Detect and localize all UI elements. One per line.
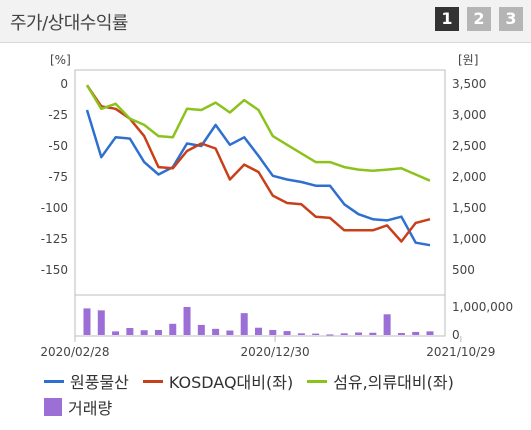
- plot-frame: [74, 69, 446, 337]
- legend-swatch-wonpoong: [44, 379, 64, 383]
- x-tick-label: 2020/12/30: [240, 345, 309, 359]
- left-tick-label: -25: [48, 108, 68, 122]
- legend-item-kosdaq: KOSDAQ대비(좌): [142, 369, 294, 393]
- left-tick-label: -150: [41, 263, 68, 277]
- tab-2[interactable]: 2: [467, 7, 491, 31]
- right-tick-label: 3,500: [452, 77, 486, 91]
- volume-bar: [226, 330, 234, 335]
- volume-bar: [355, 332, 363, 335]
- legend-swatch-textile: [307, 379, 328, 383]
- volume-bar: [112, 331, 120, 335]
- volume-tick-label: 0: [452, 328, 460, 342]
- volume-bar: [383, 314, 391, 335]
- legend-label-textile: 섬유,의류대비(좌): [333, 373, 454, 392]
- volume-bar: [169, 323, 177, 335]
- volume-bar: [197, 324, 205, 335]
- legend-swatch-volume: [44, 398, 62, 416]
- kosdaq-relative-line: [85, 84, 431, 243]
- tab-3[interactable]: 3: [499, 7, 523, 31]
- volume-bar: [369, 332, 377, 335]
- volume-bar: [140, 330, 148, 335]
- left-axis-unit: [%]: [50, 53, 71, 67]
- volume-bar: [212, 328, 220, 335]
- legend-swatch-kosdaq: [142, 379, 163, 383]
- left-tick-label: -50: [48, 139, 68, 153]
- volume-bar: [255, 327, 262, 335]
- chart-header: 주가/상대수익률 1 2 3: [0, 0, 531, 43]
- volume-bar: [283, 331, 291, 335]
- volume-bar: [240, 313, 248, 335]
- right-tick-label: 2,000: [452, 170, 486, 184]
- tab-1[interactable]: 1: [435, 7, 459, 31]
- right-tick-label: 1,000: [452, 232, 486, 246]
- right-tick-label: 500: [452, 263, 475, 277]
- volume-bar: [154, 329, 162, 335]
- x-tick-label: 2020/02/28: [40, 345, 109, 359]
- legend-label-volume: 거래량: [68, 399, 113, 418]
- period-tabs: 1 2 3: [435, 7, 523, 31]
- volume-bar: [412, 331, 420, 335]
- left-tick-label: 0: [60, 77, 68, 91]
- relative-return-chart: [%] [원] 0 -25 -50 -75 -100 -125 -150 3,500 3,000 2,…: [40, 53, 513, 359]
- legend-item-volume: 거래량: [44, 395, 112, 419]
- right-tick-label: 2,500: [452, 139, 486, 153]
- volume-bar: [126, 328, 134, 335]
- left-tick-label: -125: [41, 232, 68, 246]
- volume-bar: [183, 307, 191, 335]
- left-tick-label: -75: [48, 170, 68, 184]
- chart-legend: 원풍물산 KOSDAQ대비(좌) 섬유,의류대비(좌) 거래량: [44, 368, 524, 420]
- volume-bar: [397, 333, 405, 335]
- x-tick-label: 2021/10/29: [426, 345, 495, 359]
- volume-bar: [340, 333, 348, 335]
- volume-bar: [312, 333, 320, 335]
- legend-label-wonpoong: 원풍물산: [70, 373, 129, 392]
- wonpoong-line: [85, 109, 431, 247]
- right-tick-label: 1,500: [452, 201, 486, 215]
- legend-item-wonpoong: 원풍물산: [44, 369, 129, 393]
- chart-title: 주가/상대수익률: [10, 13, 128, 34]
- legend-item-textile: 섬유,의류대비(좌): [307, 369, 454, 393]
- volume-bar: [83, 308, 91, 335]
- left-tick-label: -100: [41, 201, 68, 215]
- volume-bar: [297, 333, 305, 335]
- textile-relative-line: [85, 84, 431, 182]
- right-axis-unit: [원]: [458, 53, 478, 67]
- volume-bar: [97, 310, 105, 335]
- volume-bar: [426, 331, 434, 335]
- volume-tick-label: 1,000,000: [452, 300, 513, 314]
- volume-bar: [326, 334, 334, 336]
- right-tick-label: 3,000: [452, 108, 486, 122]
- legend-label-kosdaq: KOSDAQ대비(좌): [168, 373, 294, 392]
- volume-bar: [269, 329, 277, 335]
